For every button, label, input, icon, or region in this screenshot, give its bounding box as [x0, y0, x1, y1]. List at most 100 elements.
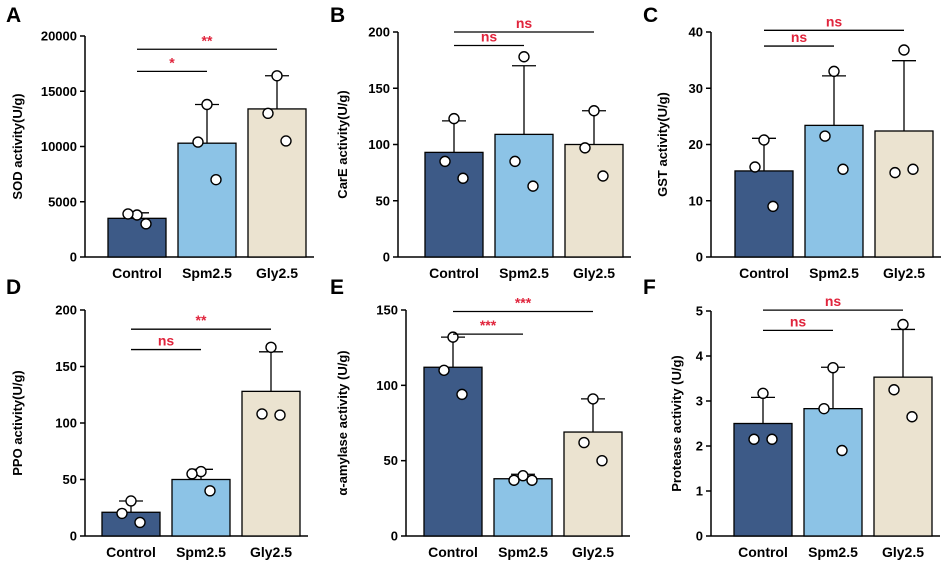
data-point	[438, 364, 450, 376]
y-tick-label: 1	[696, 484, 703, 499]
data-point	[526, 474, 538, 486]
panel-f: F Protease activity (U/g) 0 1 2 3 4 5 Control Spm…	[643, 276, 940, 560]
data-point	[186, 468, 198, 480]
data-point	[827, 362, 839, 374]
y-tick-label: 200	[368, 25, 390, 40]
significance-label: ***	[480, 317, 497, 333]
bar-control	[423, 366, 483, 537]
data-point	[579, 142, 591, 154]
data-point	[439, 155, 451, 168]
x-category-label: Spm2.5	[809, 265, 859, 281]
data-point	[134, 516, 146, 529]
data-point	[192, 136, 204, 148]
y-tick-label: 100	[376, 378, 398, 393]
panel-letter-f: F	[643, 276, 656, 299]
y-axis-title: SOD activity(U/g)	[10, 93, 25, 199]
x-category-label: Spm2.5	[498, 544, 548, 560]
panel-letter-d: D	[6, 276, 21, 299]
y-tick-label: 200	[55, 303, 77, 318]
x-category-label: Gly2.5	[250, 544, 292, 560]
data-point	[517, 470, 529, 482]
data-point	[448, 112, 460, 125]
data-point	[578, 436, 590, 449]
data-point	[509, 155, 521, 168]
y-tick-label: 50	[63, 472, 77, 487]
panel-letter-e: E	[330, 276, 344, 299]
panel-letter-c: C	[643, 4, 658, 27]
bar-gly25	[241, 390, 301, 537]
data-point	[888, 384, 900, 396]
bar-spm25	[177, 142, 237, 258]
x-category-label: Control	[739, 265, 789, 281]
panel-e: Eα-amylase activity (U/g) 0 50 100 150 Contro…	[330, 276, 630, 560]
data-point	[818, 402, 830, 415]
data-point	[596, 454, 608, 467]
y-tick-label: 150	[55, 359, 77, 374]
data-point	[907, 163, 919, 175]
y-tick-label: 0	[70, 529, 77, 544]
x-category-label: Control	[106, 544, 156, 560]
data-point	[597, 170, 609, 182]
y-tick-label: 5000	[48, 194, 77, 209]
data-point	[518, 51, 530, 63]
y-tick-label: 3	[696, 394, 703, 409]
bar-gly25	[564, 143, 624, 258]
bar-spm25	[803, 407, 863, 537]
x-category-label: Control	[112, 265, 162, 281]
x-category-label: Gly2.5	[572, 544, 614, 560]
y-tick-label: 2	[696, 439, 703, 454]
panel-letter-b: B	[330, 4, 345, 27]
significance-label: ns	[158, 333, 175, 349]
y-axis-title: GST activity(U/g)	[655, 92, 670, 197]
data-point	[758, 134, 770, 146]
data-point	[898, 44, 910, 56]
data-point	[588, 105, 600, 117]
y-tick-label: 0	[383, 250, 390, 265]
y-tick-label: 0	[70, 250, 77, 265]
data-point	[527, 180, 539, 192]
x-category-label: Spm2.5	[182, 265, 232, 281]
data-point	[837, 163, 849, 175]
data-point	[828, 65, 840, 78]
x-category-label: Gly2.5	[883, 265, 925, 281]
bar-control	[101, 511, 161, 537]
y-tick-label: 10	[689, 193, 703, 208]
data-point	[125, 495, 137, 507]
data-point	[749, 161, 761, 173]
panel-letter-a: A	[6, 4, 21, 27]
significance-label: ns	[825, 293, 842, 309]
data-point	[274, 409, 286, 421]
data-point	[906, 411, 918, 423]
data-point	[767, 200, 779, 213]
bar-control	[424, 151, 484, 258]
x-category-label: Spm2.5	[808, 544, 858, 560]
x-category-label: Gly2.5	[882, 544, 924, 560]
y-tick-label: 15000	[41, 84, 77, 99]
y-axis-title: α-amylase activity (U/g)	[335, 350, 350, 495]
bar-spm25	[494, 133, 554, 258]
panel-d: D PPO activity(U/g) 0 50 100 150 200 Control Spm…	[6, 276, 308, 560]
x-category-label: Control	[738, 544, 788, 560]
significance-label: **	[202, 32, 213, 48]
data-point	[456, 388, 468, 401]
y-tick-label: 5	[696, 304, 703, 319]
y-tick-label: 100	[368, 137, 390, 152]
bar-control	[734, 170, 794, 258]
bar-control	[107, 217, 167, 258]
data-point	[766, 433, 778, 445]
data-point	[757, 387, 769, 400]
bar-spm25	[804, 124, 864, 258]
significance-label: ns	[826, 13, 843, 29]
panel-b: B CarE activity(U/g) 0 50 100 150 200 Control Sp…	[330, 4, 631, 281]
y-tick-label: 0	[696, 250, 703, 265]
x-category-label: Control	[429, 265, 479, 281]
data-point	[889, 166, 901, 179]
significance-label: **	[196, 312, 207, 328]
y-axis-title: Protease activity (U/g)	[669, 355, 684, 492]
y-tick-label: 0	[696, 529, 703, 544]
x-category-label: Control	[428, 544, 478, 560]
y-tick-label: 20000	[41, 29, 77, 44]
bar-gly25	[873, 376, 933, 537]
data-point	[262, 107, 274, 120]
x-category-label: Gly2.5	[573, 265, 615, 281]
